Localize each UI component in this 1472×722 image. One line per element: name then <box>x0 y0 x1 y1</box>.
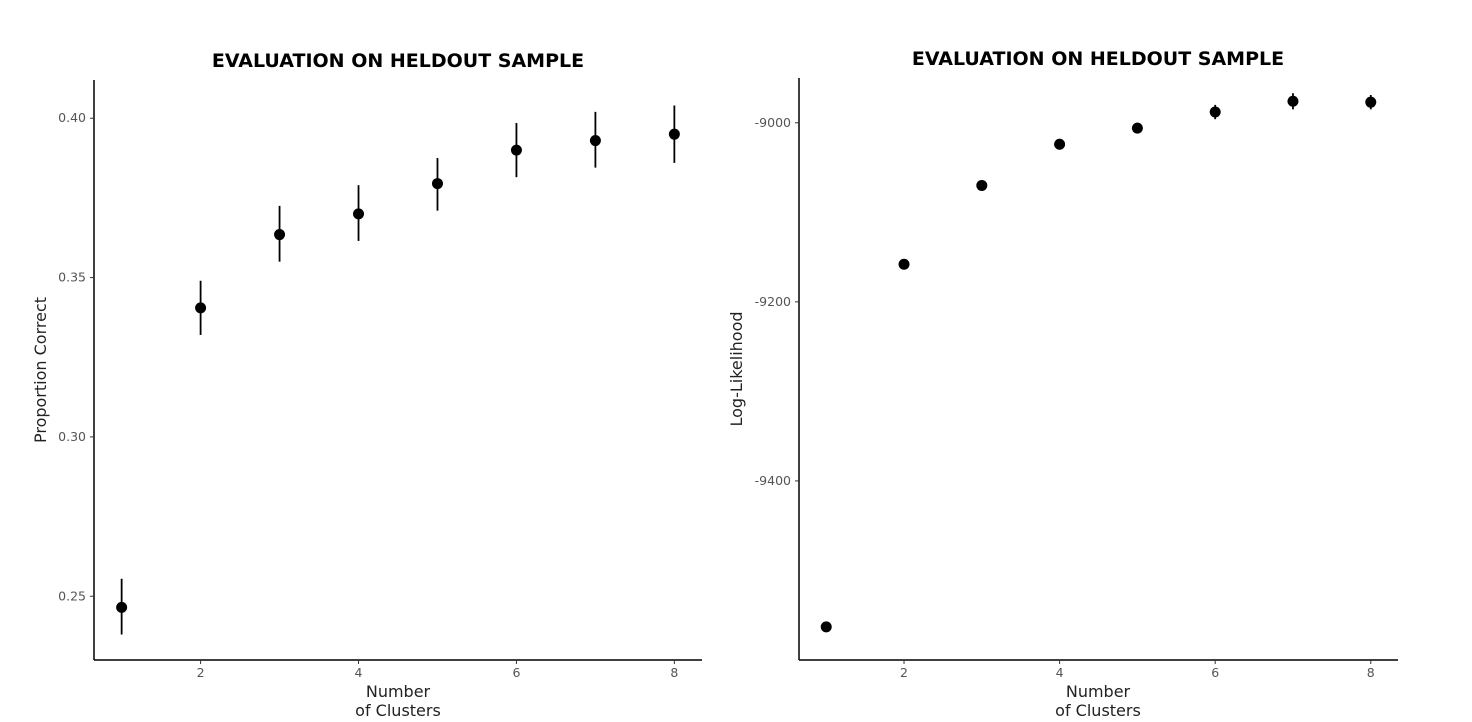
x-axis-title-line1: Number <box>366 682 431 701</box>
data-point <box>898 258 910 270</box>
data-point <box>431 178 443 190</box>
x-tick-label: 4 <box>355 665 363 680</box>
x-tick-label: 8 <box>670 665 678 680</box>
chart-title: EVALUATION ON HELDOUT SAMPLE <box>212 50 584 72</box>
proportion-correct-panel: EVALUATION ON HELDOUT SAMPLE Proportion … <box>31 50 702 720</box>
data-point <box>1131 122 1143 134</box>
data-point <box>353 208 365 220</box>
x-axis-title-line2: of Clusters <box>1055 701 1141 720</box>
log-likelihood-chart: EVALUATION ON HELDOUT SAMPLE Log-Likelih… <box>727 48 1398 720</box>
axis-ticks: 2 4 6 8 0.25 0.30 0.35 0.40 <box>58 110 678 680</box>
x-tick-label: 2 <box>197 665 205 680</box>
x-tick-label: 6 <box>1211 665 1219 680</box>
x-tick-label: 2 <box>900 665 908 680</box>
x-axis-title-line1: Number <box>1066 682 1131 701</box>
axis-ticks: 2 4 6 8 -9400 -9200 -9000 <box>755 115 1375 680</box>
x-tick-label: 6 <box>512 665 520 680</box>
data-point <box>274 229 286 241</box>
y-tick-label: 0.25 <box>58 588 86 603</box>
data-point <box>1365 96 1377 108</box>
data-point <box>1209 106 1221 118</box>
y-tick-label: -9400 <box>755 473 791 488</box>
data-point <box>195 302 207 314</box>
y-tick-label: -9000 <box>755 115 791 130</box>
x-tick-label: 4 <box>1056 665 1064 680</box>
y-axis-title: Proportion Correct <box>31 297 50 443</box>
x-tick-label: 8 <box>1367 665 1375 680</box>
data-point <box>668 128 680 140</box>
y-tick-label: 0.40 <box>58 110 86 125</box>
y-axis-title: Log-Likelihood <box>727 311 746 426</box>
proportion-correct-chart: EVALUATION ON HELDOUT SAMPLE Proportion … <box>31 50 702 720</box>
data-marks <box>820 93 1377 633</box>
data-point <box>976 179 988 191</box>
y-tick-label: 0.35 <box>58 270 86 285</box>
data-point <box>116 601 128 613</box>
data-point <box>1287 95 1299 107</box>
data-marks <box>116 105 680 635</box>
y-tick-label: -9200 <box>755 294 791 309</box>
y-tick-label: 0.30 <box>58 429 86 444</box>
log-likelihood-panel: EVALUATION ON HELDOUT SAMPLE Log-Likelih… <box>727 0 1472 722</box>
data-point <box>820 621 832 633</box>
chart-title: EVALUATION ON HELDOUT SAMPLE <box>912 48 1284 70</box>
data-point <box>589 135 601 147</box>
x-axis-title-line2: of Clusters <box>355 701 441 720</box>
data-point <box>1054 138 1066 150</box>
data-point <box>510 144 522 156</box>
